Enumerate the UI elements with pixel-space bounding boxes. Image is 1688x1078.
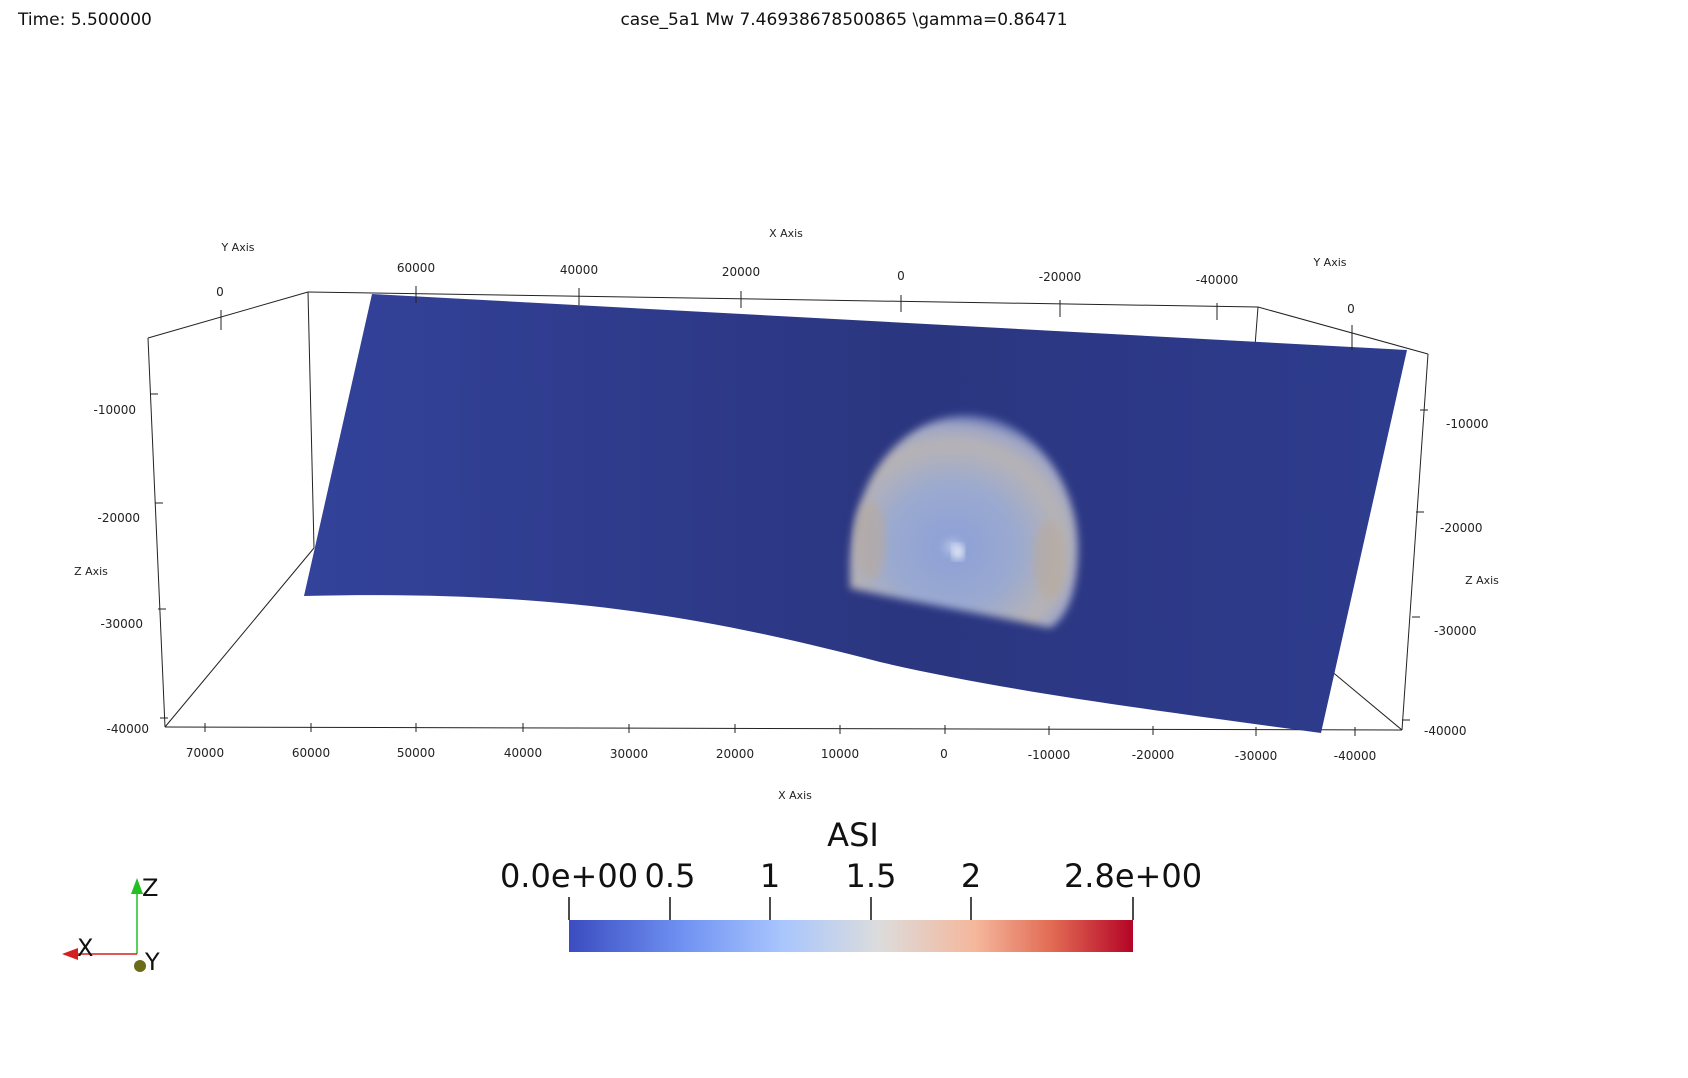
top-x-tick-labels: 60000 40000 20000 0 -20000 -40000 — [397, 261, 1238, 287]
top-x-tick: 40000 — [560, 263, 598, 277]
left-z-tick: -20000 — [97, 511, 140, 525]
bottom-x-tick-labels: 70000 60000 50000 40000 30000 20000 1000… — [186, 746, 1376, 763]
bottom-x-tick: -40000 — [1334, 749, 1377, 763]
z-axis-label: Z — [142, 874, 158, 902]
bottom-x-tick: 60000 — [292, 746, 330, 760]
rupture-patch — [849, 415, 1078, 628]
bottom-x-tick: 30000 — [610, 747, 648, 761]
bottom-x-tick: 20000 — [716, 747, 754, 761]
fault-surface — [304, 294, 1407, 733]
bottom-x-tick: 70000 — [186, 746, 224, 760]
y-axis-label: Y — [144, 948, 160, 976]
right-z-tick-labels: -10000 -20000 -30000 -40000 — [1424, 417, 1489, 738]
scene-title: case_5a1 Mw 7.46938678500865 \gamma=0.86… — [620, 10, 1068, 30]
left-z-tick: -40000 — [106, 722, 149, 736]
colorbar-label: 0.0e+00 — [500, 857, 638, 895]
colorbar-label: 0.5 — [645, 857, 696, 895]
right-z-tick: -10000 — [1446, 417, 1489, 431]
time-label: Time: 5.500000 — [18, 10, 152, 30]
y-tick-left: 0 — [216, 285, 224, 299]
colorbar-gradient — [569, 920, 1133, 952]
right-z-tick: -40000 — [1424, 724, 1467, 738]
left-z-tick-labels: -10000 -20000 -30000 -40000 — [93, 403, 149, 736]
x-axis-label: X — [77, 934, 93, 962]
bottom-x-tick: -20000 — [1132, 748, 1175, 762]
colorbar-title: ASI — [827, 816, 879, 854]
right-z-tick: -20000 — [1440, 521, 1483, 535]
bounding-box — [147, 291, 1429, 731]
bottom-x-tick: 10000 — [821, 747, 859, 761]
x-axis-title-top: X Axis — [769, 227, 803, 240]
top-x-tick: -40000 — [1196, 273, 1239, 287]
y-axis-title-right: Y Axis — [1312, 256, 1346, 269]
orientation-axes-widget: Z X Y — [62, 874, 160, 976]
z-axis-title-left: Z Axis — [74, 565, 108, 578]
top-x-tick: -20000 — [1039, 270, 1082, 284]
right-z-tick: -30000 — [1434, 624, 1477, 638]
bottom-x-tick: 0 — [940, 747, 948, 761]
bottom-x-tick: -10000 — [1028, 748, 1071, 762]
bottom-tick-marks — [204, 723, 1356, 736]
colorbar-legend: ASI 0.0e+00 0.5 1 1.5 2 2.8e+00 — [500, 816, 1202, 952]
left-z-tick: -30000 — [100, 617, 143, 631]
y-axis-dot-icon — [134, 960, 146, 972]
bottom-x-tick: 50000 — [397, 746, 435, 760]
bottom-x-tick: 40000 — [504, 746, 542, 760]
colorbar-label: 1 — [760, 857, 780, 895]
left-z-tick: -10000 — [93, 403, 136, 417]
x-axis-title-bottom: X Axis — [778, 789, 812, 802]
top-x-tick: 20000 — [722, 265, 760, 279]
x-arrow-icon — [62, 948, 78, 960]
top-x-tick: 0 — [897, 269, 905, 283]
z-arrow-icon — [131, 878, 143, 894]
bottom-x-tick: -30000 — [1235, 749, 1278, 763]
y-tick-right: 0 — [1347, 302, 1355, 316]
top-x-tick: 60000 — [397, 261, 435, 275]
colorbar-label: 2.8e+00 — [1064, 857, 1202, 895]
colorbar-label: 1.5 — [846, 857, 897, 895]
top-tick-marks — [220, 286, 1353, 350]
z-axis-title-right: Z Axis — [1465, 574, 1499, 587]
side-tick-marks — [150, 393, 1428, 721]
colorbar-ticks — [568, 897, 1134, 920]
colorbar-label: 2 — [961, 857, 981, 895]
y-axis-title-left: Y Axis — [220, 241, 254, 254]
